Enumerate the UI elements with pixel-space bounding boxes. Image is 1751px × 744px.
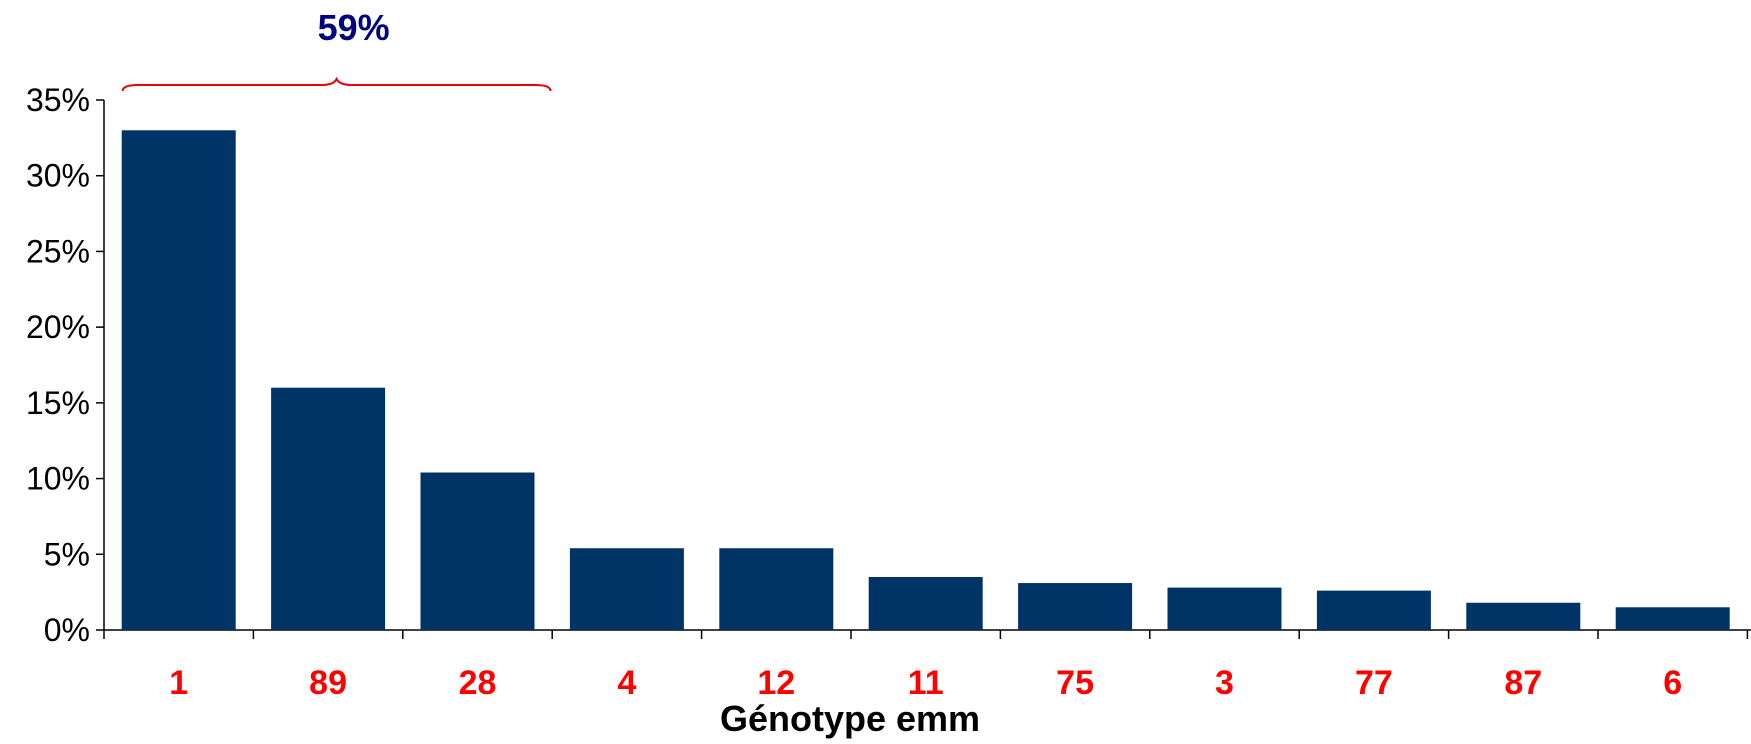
bar-3 (1167, 587, 1282, 630)
x-tick-label: 75 (1056, 664, 1094, 702)
bar-75 (1018, 583, 1133, 630)
y-tick-label: 35% (26, 82, 90, 118)
y-tick-label: 25% (26, 233, 90, 269)
annotation-group: 59% (121, 7, 552, 92)
y-tick-label: 15% (26, 385, 90, 421)
bar-12 (719, 548, 834, 630)
x-tick-label: 28 (459, 664, 497, 702)
bar-11 (868, 577, 983, 630)
bar-28 (420, 472, 535, 630)
x-axis: 1 89 28 4 12 11 75 3 77 87 6 (103, 629, 1751, 702)
annotation-label: 59% (318, 7, 390, 48)
x-tick-label: 87 (1504, 664, 1542, 702)
x-tick-label: 3 (1215, 664, 1234, 702)
bar-77 (1316, 590, 1431, 630)
bar-6 (1615, 607, 1730, 630)
y-tick-label: 5% (44, 536, 90, 572)
y-tick-label: 20% (26, 309, 90, 345)
x-tick-label: 89 (309, 664, 347, 702)
x-tick-label: 11 (908, 664, 944, 702)
x-tick-label: 6 (1663, 664, 1682, 702)
bars (121, 130, 1730, 631)
x-axis-title: Génotype emm (720, 698, 980, 739)
bar-4 (569, 548, 684, 630)
y-axis: 0% 5% 10% 15% 20% 25% 30% 35% (26, 82, 105, 648)
bar-1 (121, 130, 236, 631)
x-tick-label: 12 (757, 664, 795, 702)
x-tick-label: 4 (617, 664, 636, 702)
bar-89 (271, 387, 386, 630)
brace-annotation (121, 76, 552, 92)
y-tick-label: 30% (26, 158, 90, 194)
y-tick-label: 10% (26, 461, 90, 497)
x-tick-label: 1 (169, 664, 188, 702)
x-tick-label: 77 (1355, 664, 1393, 702)
bar-87 (1466, 602, 1581, 630)
y-tick-label: 0% (44, 612, 90, 648)
